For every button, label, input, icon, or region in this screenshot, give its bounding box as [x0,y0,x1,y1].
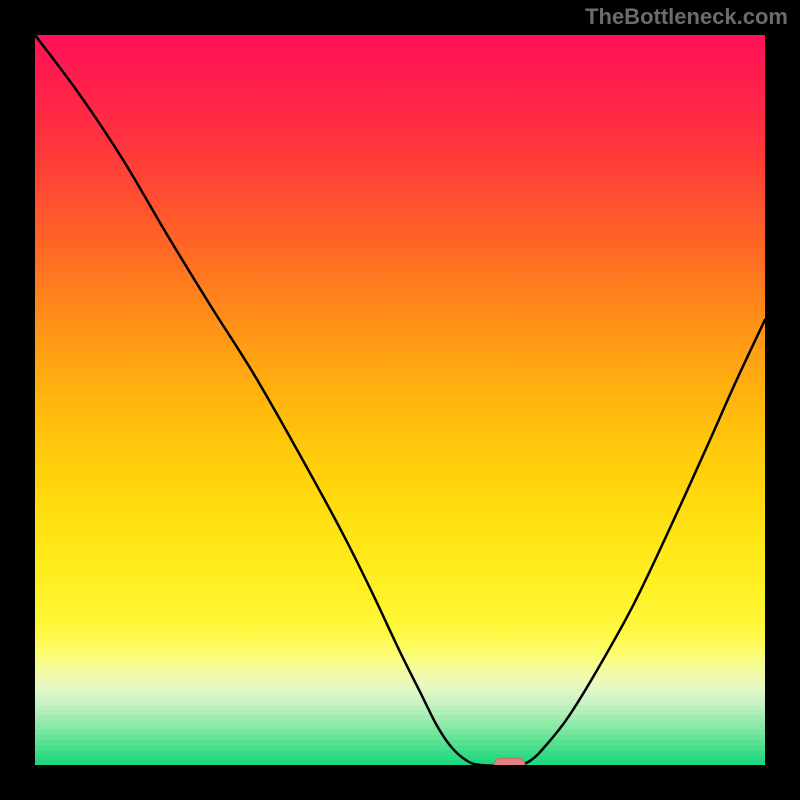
watermark-text: TheBottleneck.com [585,4,788,30]
bottleneck-chart [0,0,800,800]
chart-svg [0,0,800,800]
